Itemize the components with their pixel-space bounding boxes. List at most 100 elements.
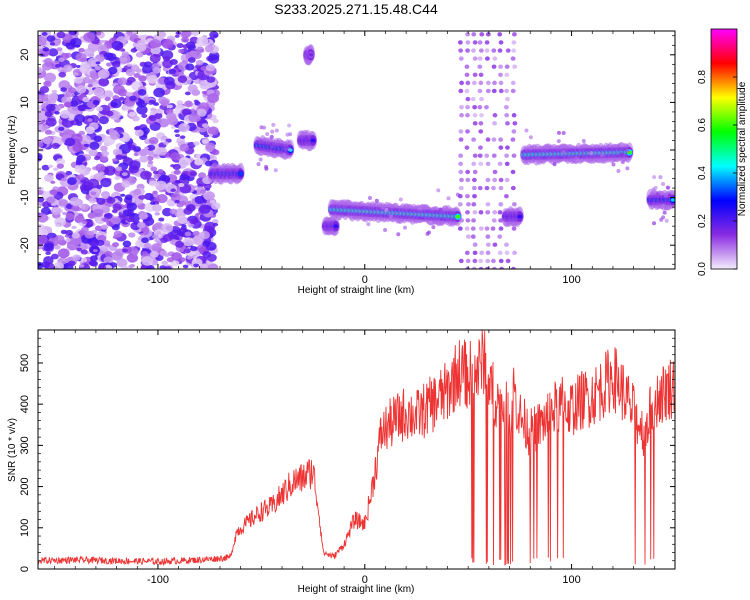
heatmap-cell: [464, 64, 470, 69]
heatmap-cell: [458, 169, 464, 175]
heatmap-cell: [108, 66, 118, 75]
heatmap-cell: [44, 111, 53, 118]
heatmap-cell: [464, 250, 470, 256]
heatmap-cell: [492, 56, 498, 61]
heatmap-cell: [665, 185, 670, 190]
heatmap-cell: [169, 152, 181, 161]
heatmap-cell: [471, 137, 476, 142]
heatmap-cell: [470, 234, 476, 239]
heatmap-cell: [510, 185, 516, 191]
heatmap-cell: [465, 266, 470, 269]
heatmap-cell: [528, 135, 533, 140]
heatmap-cell: [484, 48, 490, 53]
heatmap-cell: [175, 240, 184, 248]
heatmap-cell: [498, 80, 504, 86]
heatmap-cell: [51, 142, 60, 150]
heatmap-cell: [201, 90, 208, 95]
heatmap-cell: [552, 162, 557, 167]
heatmap-cell: [625, 166, 630, 171]
heatmap-cell: [63, 64, 73, 73]
heatmap-cell: [465, 234, 471, 239]
heatmap-cell: [165, 183, 178, 194]
heatmap-cell: [205, 191, 216, 200]
heatmap-cell: [57, 248, 70, 259]
heatmap-cell: [464, 145, 470, 150]
heatmap-cell: [664, 193, 669, 198]
heatmap-cell: [206, 76, 216, 83]
heatmap-cell: [135, 125, 142, 130]
heatmap-cell: [161, 260, 169, 266]
heatmap-cell: [100, 145, 108, 152]
heatmap-cell: [184, 91, 191, 96]
heatmap-cell: [44, 174, 54, 182]
heatmap-cell: [125, 91, 133, 97]
heatmap-cell: [44, 129, 53, 135]
heatmap-cell: [63, 101, 72, 108]
heatmap-cell: [472, 210, 478, 215]
heatmap-cell: [198, 172, 207, 179]
heatmap-cell: [457, 193, 463, 199]
heatmap-cell: [189, 31, 201, 36]
heatmap-cell: [458, 161, 464, 167]
heatmap-cell: [97, 69, 110, 79]
heatmap-cell: [490, 226, 496, 231]
heatmap-cell: [458, 258, 464, 264]
heatmap-cell: [471, 161, 477, 167]
heatmap-cell: [67, 177, 77, 185]
heatmap-cell: [120, 193, 126, 197]
heatmap-cell: [465, 218, 471, 223]
heatmap-cell: [458, 137, 464, 142]
heatmap-cell: [148, 99, 155, 104]
heatmap-cell: [92, 208, 104, 218]
spectrogram-y-ticks: -20 -10 0 10 20: [19, 35, 675, 265]
heatmap-cell: [505, 258, 511, 264]
heatmap-cell: [136, 105, 148, 115]
heatmap-cell: [112, 148, 123, 156]
heatmap-cell: [505, 121, 510, 126]
heatmap-cell: [510, 56, 516, 61]
heatmap-cell: [479, 32, 485, 37]
heatmap-feature: [296, 129, 318, 152]
heatmap-cell: [101, 206, 110, 213]
heatmap-cell: [140, 170, 152, 180]
heatmap-cell: [185, 63, 195, 71]
snr-series-line: [38, 330, 675, 566]
heatmap-cell: [485, 80, 491, 86]
heatmap-cell: [201, 123, 209, 128]
heatmap-cell: [492, 113, 498, 118]
heatmap-cell: [428, 220, 433, 225]
heatmap-cell: [471, 266, 477, 269]
heatmap-cell: [50, 253, 59, 260]
heatmap-feature: [501, 206, 524, 228]
heatmap-cell: [45, 117, 57, 127]
heatmap-cell: [178, 48, 185, 54]
heatmap-cell: [184, 231, 192, 237]
heatmap-cell: [478, 80, 484, 86]
heatmap-cell: [205, 142, 216, 151]
heatmap-cell: [38, 196, 45, 203]
heatmap-cell: [156, 194, 168, 204]
heatmap-cell: [498, 64, 503, 69]
heatmap-cell: [472, 250, 478, 256]
heatmap-cell: [466, 202, 471, 207]
heatmap-cell: [581, 139, 586, 144]
heatmap-feature: [327, 188, 462, 237]
heatmap-cell: [178, 122, 190, 133]
heatmap-cell: [465, 129, 470, 134]
heatmap-cell: [161, 38, 174, 49]
heatmap-cell: [459, 177, 464, 183]
heatmap-cell: [55, 158, 66, 166]
heatmap-cell: [130, 48, 138, 53]
heatmap-cell: [471, 202, 477, 207]
heatmap-cell: [374, 198, 379, 203]
heatmap-cell: [172, 163, 181, 170]
heatmap-cell: [89, 255, 98, 262]
heatmap-cell: [193, 99, 199, 103]
heatmap-cell: [512, 32, 517, 37]
heatmap-cell: [38, 67, 44, 74]
heatmap-cell: [194, 195, 205, 205]
heatmap-cell: [98, 264, 107, 269]
heatmap-cell: [83, 32, 96, 43]
heatmap-cell: [512, 64, 518, 69]
